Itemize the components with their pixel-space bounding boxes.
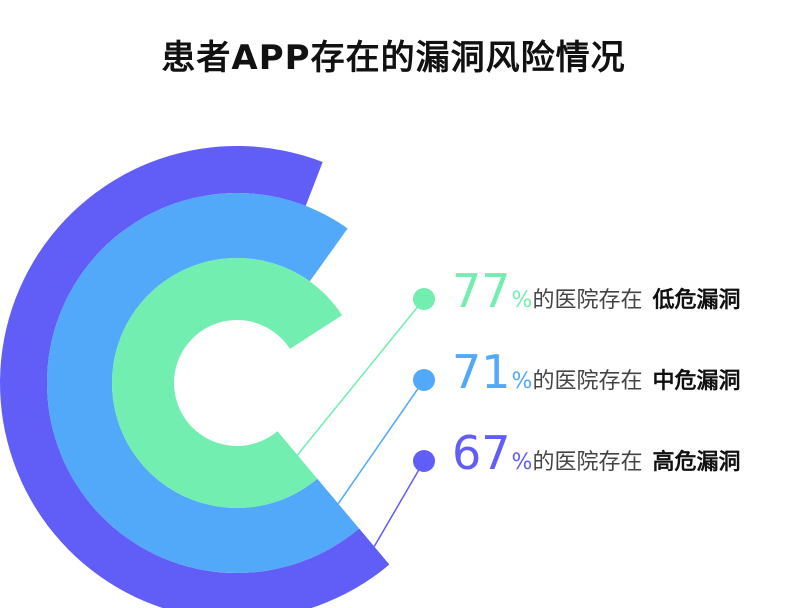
category-label: 高危漏洞 xyxy=(652,450,741,475)
value-label: 71 xyxy=(452,345,511,399)
leader-line-2 xyxy=(337,379,425,505)
legend-dot-3 xyxy=(413,450,435,472)
annotation-row: 77% 的医院存在 低危漏洞 xyxy=(452,263,740,319)
category-label: 中危漏洞 xyxy=(652,369,741,394)
description-label: 的医院存在 xyxy=(532,450,643,475)
value-label: 67 xyxy=(452,426,511,480)
annotation-row: 71% 的医院存在 中危漏洞 xyxy=(452,344,740,400)
annotation-row: 67% 的医院存在 高危漏洞 xyxy=(452,425,740,481)
percent-sign: % xyxy=(511,369,533,394)
ring-segment-1 xyxy=(112,258,343,508)
percent-sign: % xyxy=(511,450,533,475)
ring-segment-3 xyxy=(0,146,390,608)
category-label: 低危漏洞 xyxy=(652,288,741,313)
leader-line-3 xyxy=(373,460,425,547)
legend-dot-1 xyxy=(413,288,435,310)
ring-segment-2 xyxy=(47,193,360,573)
chart-title: 患者APP存在的漏洞风险情况 xyxy=(161,38,626,78)
value-label: 77 xyxy=(452,264,511,318)
percent-sign: % xyxy=(511,288,533,313)
description-label: 的医院存在 xyxy=(532,369,643,394)
description-label: 的医院存在 xyxy=(532,288,643,313)
leader-line-1 xyxy=(296,298,425,456)
legend-dot-2 xyxy=(413,369,435,391)
